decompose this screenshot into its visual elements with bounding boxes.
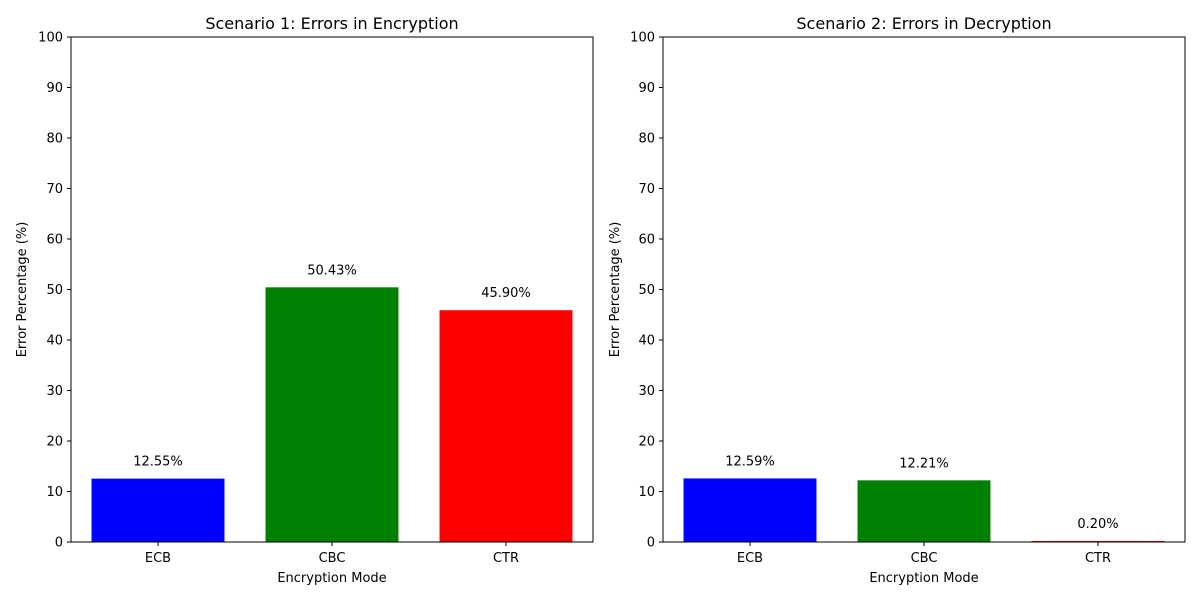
y-tick-label-2-40: 40 <box>638 334 655 349</box>
chart-title-2: Scenario 2: Errors in Decryption <box>796 14 1051 33</box>
y-tick-label-2-80: 80 <box>638 132 655 147</box>
bars-2 <box>683 478 1165 542</box>
bar-1-ecb <box>91 478 225 542</box>
y-tick-label-1-50: 50 <box>46 283 63 298</box>
y-ticks-1: 0 10 20 30 40 50 60 70 80 90 100 <box>38 31 71 551</box>
y-tick-label-1-60: 60 <box>46 233 63 248</box>
x-tick-label-2-ecb: ECB <box>737 551 763 566</box>
x-tick-label-2-ctr: CTR <box>1085 551 1111 566</box>
bar-1-ctr <box>439 310 573 542</box>
bar-2-ctr <box>1031 540 1165 542</box>
y-tick-label-1-100: 100 <box>38 31 63 46</box>
chart-title-1: Scenario 1: Errors in Encryption <box>205 14 458 33</box>
y-tick-label-2-100: 100 <box>630 31 655 46</box>
data-label-2-ctr: 0.20% <box>1077 517 1118 532</box>
y-tick-label-2-50: 50 <box>638 283 655 298</box>
data-label-2-cbc: 12.21% <box>899 456 949 471</box>
data-label-2-ecb: 12.59% <box>725 454 775 469</box>
bar-2-cbc <box>857 480 991 542</box>
x-tick-label-1-cbc: CBC <box>319 551 346 566</box>
y-axis-label-1: Error Percentage (%) <box>15 222 30 358</box>
data-label-1-ecb: 12.55% <box>133 455 183 470</box>
y-tick-label-2-20: 20 <box>638 435 655 450</box>
data-label-1-cbc: 50.43% <box>307 263 357 278</box>
y-tick-label-2-30: 30 <box>638 384 655 399</box>
y-tick-label-1-40: 40 <box>46 334 63 349</box>
x-tick-label-1-ecb: ECB <box>145 551 171 566</box>
y-tick-label-1-90: 90 <box>46 81 63 96</box>
y-ticks-2: 0 10 20 30 40 50 60 70 80 90 100 <box>630 31 663 551</box>
bar-2-ecb <box>683 478 817 542</box>
bar-1-cbc <box>265 287 399 542</box>
y-tick-label-2-70: 70 <box>638 182 655 197</box>
panel-scenario-2: Scenario 2: Errors in Decryption 0 10 20 30… <box>608 14 1186 586</box>
y-tick-label-2-90: 90 <box>638 81 655 96</box>
y-tick-label-2-10: 10 <box>638 485 655 500</box>
y-tick-label-1-70: 70 <box>46 182 63 197</box>
y-tick-label-1-20: 20 <box>46 435 63 450</box>
data-labels-1: 12.55% 50.43% 45.90% <box>133 263 531 469</box>
y-tick-label-1-10: 10 <box>46 485 63 500</box>
panel-scenario-1: Scenario 1: Errors in Encryption 0 10 20 30… <box>15 14 594 586</box>
y-tick-label-2-60: 60 <box>638 233 655 248</box>
y-tick-label-2-0: 0 <box>647 536 655 551</box>
data-label-1-ctr: 45.90% <box>481 286 531 301</box>
x-tick-label-1-ctr: CTR <box>493 551 519 566</box>
x-axis-label-1: Encryption Mode <box>277 571 386 586</box>
x-axis-label-2: Encryption Mode <box>869 571 978 586</box>
data-labels-2: 12.59% 12.21% 0.20% <box>725 454 1118 532</box>
x-ticks-1: ECB CBC CTR <box>145 542 519 566</box>
bars-1 <box>91 287 573 542</box>
y-axis-label-2: Error Percentage (%) <box>608 222 623 358</box>
x-tick-label-2-cbc: CBC <box>911 551 938 566</box>
y-tick-label-1-0: 0 <box>55 536 63 551</box>
y-tick-label-1-30: 30 <box>46 384 63 399</box>
y-tick-label-1-80: 80 <box>46 132 63 147</box>
x-ticks-2: ECB CBC CTR <box>737 542 1111 566</box>
